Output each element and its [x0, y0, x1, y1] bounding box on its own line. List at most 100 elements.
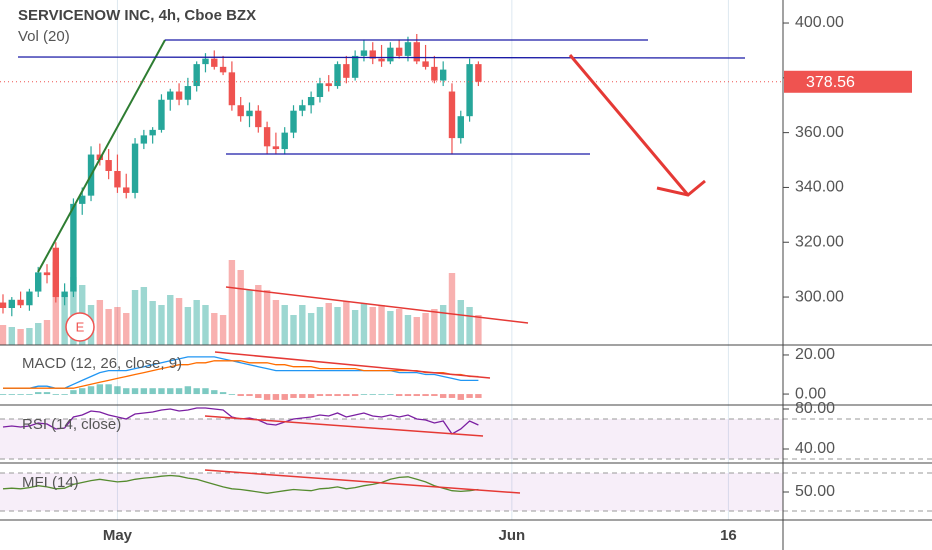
macd-histogram-bar [105, 384, 112, 395]
volume-bar [290, 315, 297, 345]
macd-histogram-bar [422, 394, 429, 397]
volume-bar [387, 311, 394, 345]
macd-histogram-bar [26, 394, 33, 395]
macd-histogram-bar [334, 394, 341, 397]
y-tick-label: 0.00 [795, 385, 826, 402]
macd-histogram-bar [167, 388, 174, 395]
volume-bar [448, 273, 456, 345]
candle-body [263, 127, 271, 147]
volume-bar [272, 300, 280, 345]
y-tick-label: 400.00 [795, 14, 844, 31]
macd-histogram-bar [299, 394, 306, 398]
macd-histogram-bar [219, 392, 227, 395]
macd-histogram-bar [211, 390, 218, 395]
candle-body [52, 247, 60, 298]
macd-histogram-bar [149, 388, 156, 395]
macd-histogram-bar [87, 386, 95, 395]
volume-bar [61, 295, 68, 345]
macd-histogram-bar [193, 388, 200, 395]
y-tick-label: 300.00 [795, 288, 844, 305]
macd-histogram-bar [387, 394, 394, 395]
macd-histogram-bar [369, 394, 376, 395]
macd-histogram-bar [96, 384, 104, 395]
candle-body [70, 203, 77, 292]
candle-body [378, 58, 385, 62]
candle-body [0, 302, 7, 309]
volume-bar [378, 305, 385, 345]
volume-bar [114, 307, 121, 345]
macd-histogram-bar [17, 394, 24, 395]
volume-bar [96, 300, 104, 345]
volume-bar [351, 310, 359, 345]
earnings-label[interactable]: E [76, 319, 85, 334]
chart-title: SERVICENOW INC, 4h, Cboe BZX [18, 7, 256, 24]
macd-histogram-bar [70, 390, 77, 395]
volume-bar [52, 262, 60, 345]
candle-body [246, 110, 253, 117]
y-tick-label: 80.00 [795, 400, 835, 417]
macd-histogram-bar [52, 394, 60, 395]
y-tick-label: 40.00 [795, 440, 835, 457]
candle-body [158, 99, 165, 130]
candle-body [395, 47, 403, 56]
macd-histogram-bar [439, 394, 447, 398]
macd-trend-line [214, 351, 491, 379]
candle-body [61, 291, 68, 298]
volume-bar [17, 329, 24, 345]
volume-bar [131, 290, 139, 345]
macd-histogram-bar [290, 394, 297, 398]
volume-bar [263, 290, 271, 345]
volume-bar [255, 285, 262, 345]
grid [0, 0, 932, 520]
mfi-trend-line [204, 469, 521, 494]
macd-histogram-bar [79, 388, 86, 395]
volume-bar [334, 307, 341, 345]
macd-histogram-bar [307, 394, 315, 398]
candle-body [325, 83, 332, 87]
candle-body [466, 64, 473, 117]
macd-histogram-bar [378, 394, 385, 395]
volume-bar [8, 327, 15, 345]
volume-bar [175, 298, 183, 345]
volume-bar [369, 307, 376, 345]
candle-body [131, 143, 139, 193]
volume-bar [0, 325, 7, 345]
macd-histogram-bar [316, 394, 324, 397]
macd-histogram-bar [448, 394, 456, 398]
candle-body [457, 116, 464, 139]
y-tick-label: 320.00 [795, 233, 844, 250]
volume-bar [395, 309, 403, 345]
drawings [17, 39, 746, 494]
candle-body [8, 299, 15, 309]
y-tick-label: 50.00 [795, 483, 835, 500]
trend-line [37, 39, 166, 273]
candle-body [343, 64, 350, 78]
macd-histogram-bar [281, 394, 288, 400]
candle-body [219, 66, 227, 73]
earnings-marker[interactable] [65, 312, 95, 342]
macd-histogram-bar [140, 388, 148, 395]
volume-bar [140, 287, 148, 345]
candle-body [272, 146, 280, 150]
macd-histogram-bar [246, 394, 253, 397]
macd-histogram-bar [395, 394, 403, 397]
macd-histogram-bar [457, 394, 464, 400]
candle-body [404, 42, 412, 56]
volume-bar [167, 295, 174, 345]
macd-histogram-bar [8, 394, 15, 395]
volume-bar [149, 301, 156, 345]
volume-bar [211, 313, 218, 345]
y-tick-label: 340.00 [795, 179, 844, 196]
candle-body [255, 110, 262, 128]
volume-bar [228, 260, 236, 345]
macd-histogram-bar [475, 394, 482, 398]
volume-bar [202, 305, 209, 345]
volume-bar [466, 307, 473, 345]
candle-body [307, 97, 315, 106]
resistance-line [17, 56, 746, 59]
macd-line [3, 360, 479, 389]
volume-bar [439, 305, 447, 345]
volume-bar [307, 313, 315, 345]
